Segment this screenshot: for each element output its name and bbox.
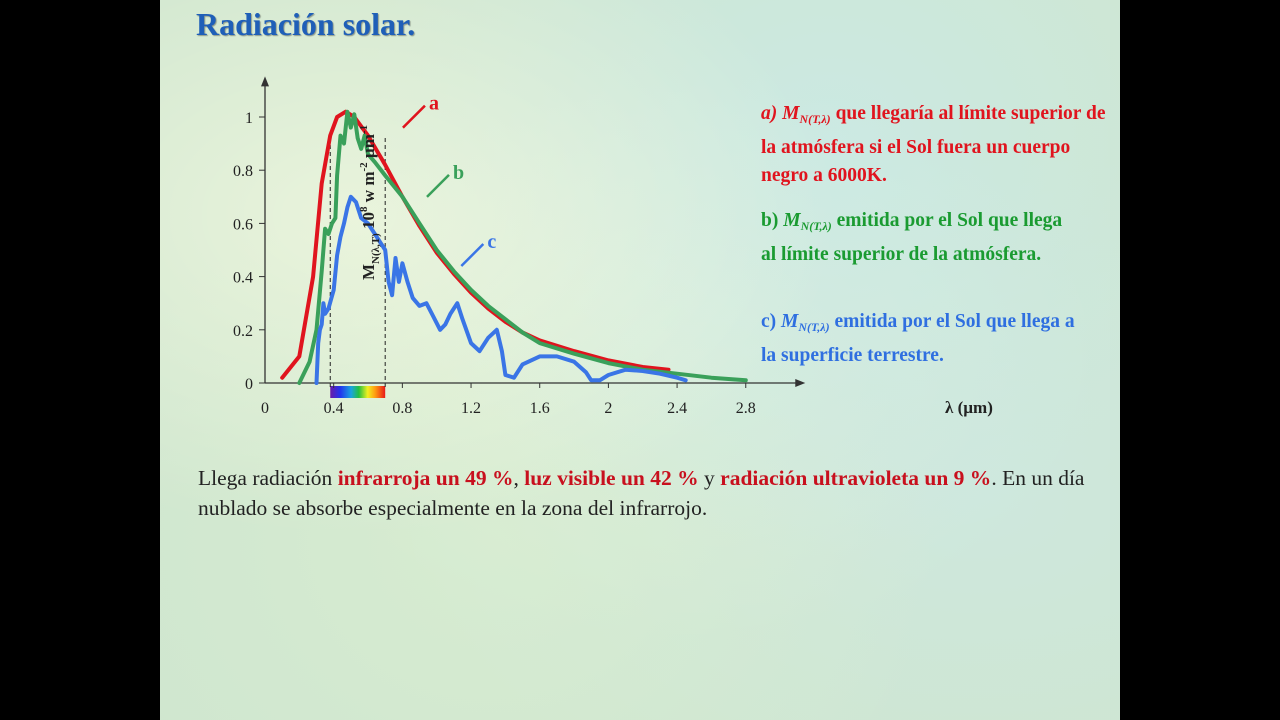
- series-a-leader: [402, 104, 426, 129]
- slide: Radiación solar. 0 0.2 0.4 0.6 0.8 1 0.4 0.8 1.2…: [160, 0, 1120, 720]
- y-axis-title: MN(λ,T) 108 w m-2 µm-1: [358, 125, 382, 280]
- legend-b: b) MN(T,λ) emitida por el Sol que llega …: [761, 210, 1063, 265]
- x-axis-title: λ (µm): [945, 398, 993, 417]
- spectral-chart: 0 0.2 0.4 0.6 0.8 1 0.4 0.8 1.2 1.6 2 2.4 2.8 a b c MN…: [233, 76, 993, 417]
- summary-text: Llega radiación infrarroja un 49 %, luz …: [198, 466, 1085, 520]
- legend-c: c) MN(T,λ) emitida por el Sol que llega …: [761, 311, 1075, 366]
- series-b-leader: [426, 173, 450, 198]
- x-tick-label: 0.8: [392, 400, 412, 417]
- x-tick-label: 2: [604, 400, 612, 417]
- slide-title: Radiación solar.: [196, 6, 416, 42]
- y-tick-label: 0: [245, 376, 253, 393]
- y-tick-label: 0.8: [233, 163, 253, 180]
- legend-a: a) MN(T,λ) que llegaría al límite superi…: [761, 103, 1106, 186]
- y-tick-label: 1: [245, 110, 253, 127]
- visible-spectrum-band: [330, 386, 386, 398]
- x-tick-label: 1.6: [530, 400, 550, 417]
- x-tick-label: 2.4: [667, 400, 687, 417]
- series-b-line: [297, 109, 748, 385]
- x-tick-label: 1.2: [461, 400, 481, 417]
- x-origin-label: 0: [261, 400, 269, 417]
- series-b-label: b: [453, 162, 464, 184]
- x-axis-arrow: [795, 379, 806, 387]
- series-c-line: [314, 194, 688, 385]
- series-a-label: a: [429, 93, 439, 115]
- series-c-label: c: [487, 231, 496, 253]
- x-tick-label: 2.8: [736, 400, 756, 417]
- y-tick-label: 0.2: [233, 323, 253, 340]
- series-c-leader: [460, 243, 485, 267]
- y-tick-label: 0.4: [233, 270, 253, 287]
- y-tick-label: 0.6: [233, 216, 253, 233]
- x-tick-label: 0.4: [324, 400, 344, 417]
- y-axis-arrow: [261, 76, 269, 87]
